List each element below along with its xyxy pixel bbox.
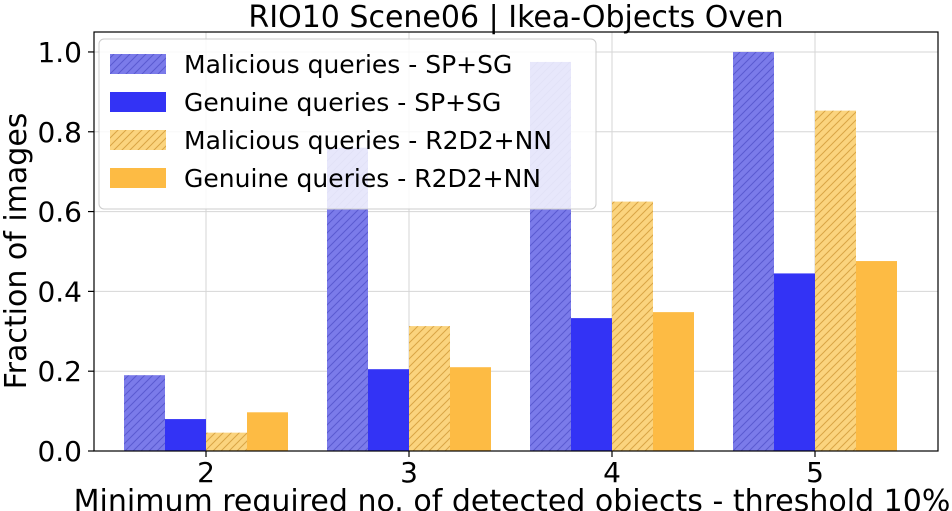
x-tick-label: 5: [806, 456, 824, 489]
y-tick-label: 0.8: [37, 116, 82, 149]
bar-2-4: [571, 318, 612, 451]
legend-label: Genuine queries - SP+SG: [184, 88, 501, 117]
y-tick-label: 0.2: [37, 355, 82, 388]
bar-4-5: [856, 261, 897, 451]
y-tick-label: 0.0: [37, 435, 82, 468]
bar-2-3: [368, 369, 409, 451]
legend-swatch: [110, 168, 166, 188]
bar-4-2: [247, 412, 288, 451]
legend-swatch: [110, 130, 166, 150]
y-tick-labels: 0.0 0.2 0.4 0.6 0.8 1.0: [37, 36, 82, 468]
x-tick-labels: 2 3 4 5: [197, 456, 824, 489]
legend-label: Genuine queries - R2D2+NN: [184, 164, 541, 193]
legend-swatch: [110, 92, 166, 112]
bar-4-3: [450, 367, 491, 451]
bar-2-2: [165, 419, 206, 451]
legend-box: [98, 38, 597, 210]
y-tick-label: 0.6: [37, 196, 82, 229]
bar-2-5: [774, 273, 815, 451]
y-tick-label: 1.0: [37, 36, 82, 69]
plot-frame: [93, 31, 939, 452]
bar-3-5: [815, 110, 856, 452]
x-tick-label: 3: [400, 456, 418, 489]
bar-3-2: [206, 432, 247, 451]
legend-label: Malicious queries - R2D2+NN: [184, 126, 552, 155]
x-tick-label: 2: [197, 456, 215, 489]
legend-swatch: [110, 54, 166, 74]
legend: Malicious queries - SP+SG Genuine queries…: [98, 38, 597, 210]
y-tick-label: 0.4: [37, 275, 82, 308]
legend-label: Malicious queries - SP+SG: [184, 50, 512, 79]
x-axis-label: Minimum required no. of detected objects…: [74, 484, 951, 511]
bar-1-2: [124, 375, 165, 451]
chart-title: RIO10 Scene06 | Ikea-Objects Oven: [248, 0, 783, 35]
bar-3-4: [612, 201, 653, 451]
bars: [124, 51, 897, 452]
bar-3-3: [409, 326, 450, 451]
y-axis-label: Fraction of images: [0, 113, 34, 390]
x-tick-label: 4: [603, 456, 621, 489]
axes: [88, 31, 939, 457]
bar-4-4: [653, 312, 694, 451]
bar-1-5: [733, 51, 774, 451]
